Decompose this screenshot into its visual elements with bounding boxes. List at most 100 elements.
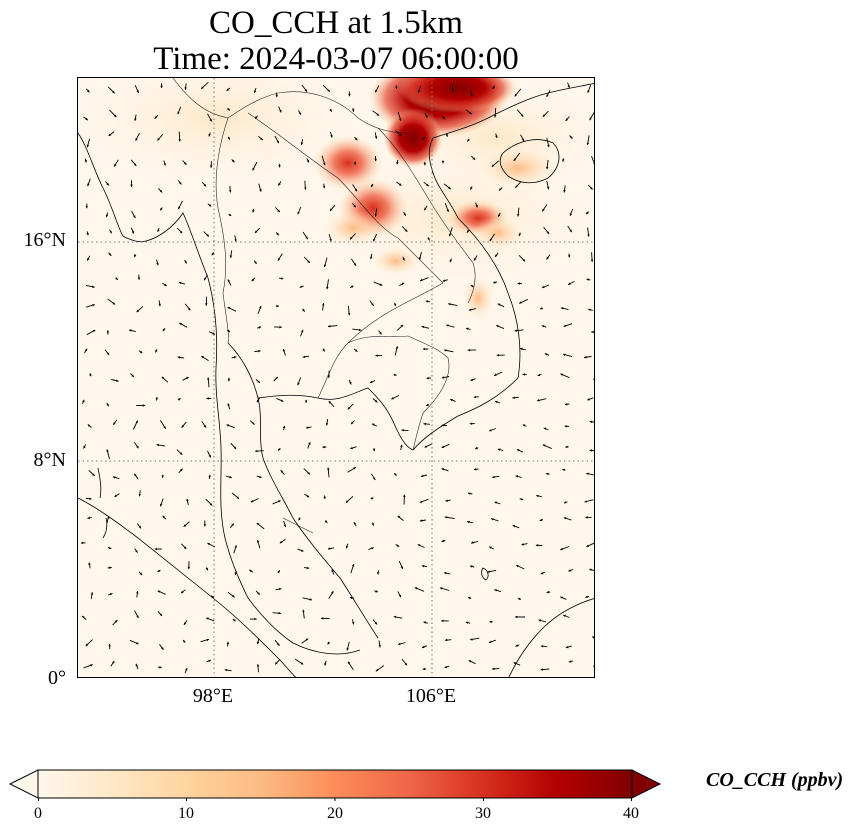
wind-arrow-head: [259, 475, 262, 479]
wind-arrow-head: [518, 233, 521, 237]
wind-arrow-head: [306, 159, 309, 163]
wind-arrow-head: [327, 641, 330, 645]
wind-arrow-head: [589, 449, 592, 452]
wind-arrow-head: [560, 596, 563, 599]
wind-arrow-head: [517, 597, 521, 601]
wind-arrow-head: [395, 346, 399, 349]
wind-arrow-head: [110, 593, 113, 596]
wind-arrow-head: [441, 619, 444, 623]
wind-arrow-head: [593, 163, 594, 165]
wind-arrow-head: [515, 615, 518, 619]
wind-arrow-head: [283, 524, 286, 527]
wind-arrow-head: [495, 254, 498, 257]
wind-arrow-head: [543, 427, 547, 430]
wind-arrow-head: [565, 118, 569, 121]
wind-arrow-head: [495, 400, 498, 404]
wind-arrow-head: [135, 420, 138, 424]
wind-arrow-head: [498, 214, 501, 217]
wind-arrow-head: [256, 399, 260, 403]
wind-arrow-head: [495, 135, 498, 138]
wind-arrow-head: [92, 304, 95, 307]
wind-arrow-head: [258, 326, 262, 329]
wind-arrow-head: [376, 113, 380, 116]
wind-arrow-head: [568, 569, 571, 572]
wind-arrow-head: [304, 400, 308, 403]
wind-arrow-head: [85, 205, 88, 209]
wind-arrow-head: [326, 286, 329, 290]
wind-arrow-head: [256, 641, 260, 645]
wind-arrow-head: [204, 277, 207, 281]
wind-arrow-head: [108, 644, 111, 647]
wind-arrow-head: [560, 547, 563, 551]
wind-arrow-head: [87, 258, 90, 261]
wind-arrow-head: [512, 396, 515, 399]
wind-arrow-head: [115, 277, 118, 280]
wind-arrow-head: [542, 208, 545, 212]
wind-arrow-head: [227, 379, 231, 382]
wind-arrow-head: [369, 380, 373, 383]
wind-arrow-head: [394, 302, 397, 306]
wind-arrow-head: [589, 568, 592, 571]
wind-arrow-head: [136, 615, 139, 618]
wind-arrow-head: [546, 231, 550, 234]
wind-arrow-head: [593, 665, 594, 667]
wind-arrow-head: [591, 330, 594, 334]
wind-arrow-head: [84, 159, 87, 163]
wind-arrow-head: [324, 663, 327, 666]
wind-arrow-head: [207, 377, 210, 380]
wind-arrow-head: [514, 93, 517, 97]
wind-arrow-head: [201, 86, 204, 89]
wind-arrow-head: [205, 303, 208, 306]
wind-arrow-head: [565, 445, 568, 449]
wind-arrow-head: [468, 492, 471, 495]
wind-arrow-head: [162, 328, 166, 331]
wind-arrow-head: [275, 377, 278, 380]
wind-arrow-head: [106, 330, 110, 333]
colorbar-gradient: [37, 769, 633, 799]
wind-arrow-head: [471, 541, 474, 544]
wind-arrow-head: [256, 664, 260, 667]
wind-arrow-head: [282, 349, 286, 352]
wind-arrow-head: [227, 329, 230, 332]
wind-arrow-head: [278, 500, 281, 503]
wind-arrow-head: [538, 619, 541, 622]
wind-arrow-head: [92, 285, 95, 288]
wind-arrow-head: [396, 544, 400, 547]
wind-arrow-head: [450, 399, 453, 402]
wind-arrow-head: [109, 566, 112, 569]
wind-arrow-head: [330, 135, 333, 138]
wind-arrow-head: [467, 348, 470, 352]
wind-arrow-head: [108, 133, 112, 136]
wind-arrow-head: [491, 164, 495, 167]
wind-arrow-head: [372, 423, 375, 426]
wind-arrow-head: [349, 381, 352, 385]
wind-arrow-head: [539, 518, 543, 522]
wind-arrow-head: [400, 444, 403, 448]
wind-arrow-head: [177, 111, 180, 115]
wind-arrow-head: [329, 109, 332, 112]
wind-arrow-head: [178, 139, 181, 142]
wind-arrow-head: [131, 231, 134, 234]
wind-arrow-head: [307, 472, 310, 475]
wind-arrow-head: [112, 302, 116, 305]
colorbar-tick-30: 30: [475, 805, 491, 822]
wind-arrow-head: [83, 445, 86, 449]
wind-arrow-head: [474, 468, 477, 471]
wind-arrow-head: [587, 234, 590, 237]
wind-arrow-head: [565, 645, 569, 649]
wind-arrow-head: [588, 308, 591, 311]
wind-arrow-head: [256, 540, 260, 543]
wind-arrow-head: [206, 617, 209, 620]
wind-arrow-head: [231, 523, 234, 526]
wind-arrow-head: [105, 214, 109, 218]
wind-arrow-head: [514, 329, 518, 332]
wind-arrow-head: [396, 162, 399, 165]
wind-arrow-head: [106, 182, 109, 186]
wind-arrow-head: [277, 258, 281, 261]
wind-arrow-head: [135, 138, 138, 141]
wind-arrow-head: [305, 236, 308, 240]
wind-arrow-head: [116, 379, 119, 382]
wind-arrow-head: [108, 546, 112, 550]
wind-arrow-head: [398, 642, 401, 645]
wind-arrow-head: [417, 90, 421, 93]
